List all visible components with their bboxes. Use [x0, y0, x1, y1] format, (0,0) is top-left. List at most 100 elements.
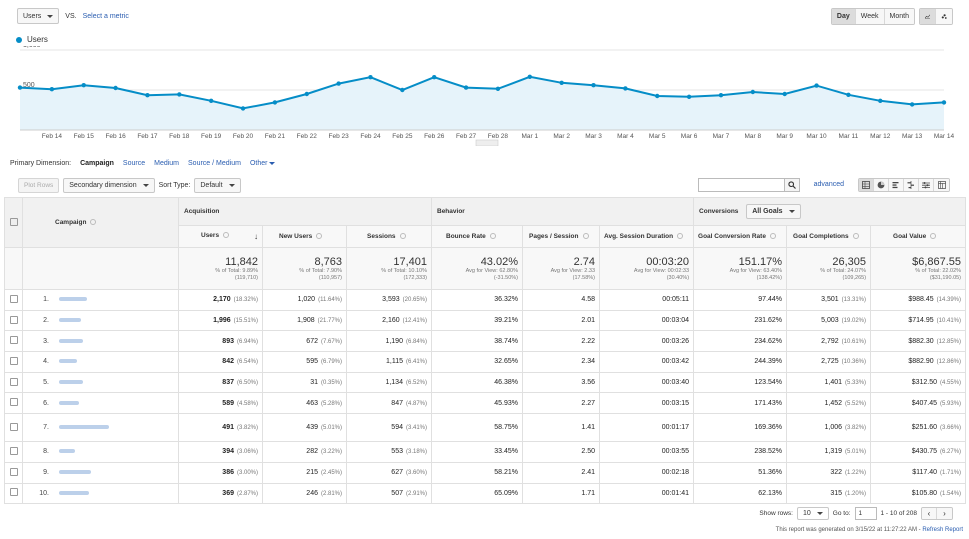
campaign-name-link[interactable]	[59, 359, 77, 364]
search-button[interactable]	[784, 178, 800, 192]
row-checkbox[interactable]	[9, 356, 18, 365]
goal-value-value: $882.90	[908, 358, 934, 366]
table-row[interactable]: 4. 842 (6.54%) 595 (6.79%) 1,115 (6.41%) 32.65%…	[4, 351, 967, 373]
campaign-column-header[interactable]: Campaign	[22, 197, 179, 248]
campaign-name-link[interactable]	[59, 449, 75, 454]
term-cloud-icon[interactable]	[919, 179, 934, 191]
advanced-link[interactable]: advanced	[813, 181, 844, 188]
goal-select[interactable]: All Goals	[746, 204, 801, 219]
help-icon[interactable]	[399, 233, 406, 240]
sessions-cell: 1,115 (6.41%)	[346, 351, 432, 373]
search-input[interactable]	[698, 178, 784, 192]
sessions-column-header[interactable]: Sessions	[346, 225, 432, 248]
goal-conversion-rate-column-header[interactable]: Goal Conversion Rate	[693, 225, 788, 248]
campaign-name-link[interactable]	[59, 380, 83, 385]
new-users-pct: (0.35%)	[320, 380, 342, 387]
row-checkbox[interactable]	[9, 467, 18, 476]
chevron-down-icon	[47, 14, 54, 18]
campaign-name-link[interactable]	[59, 490, 89, 495]
comparison-icon[interactable]	[904, 179, 919, 191]
dimension-source[interactable]: Source	[122, 160, 146, 167]
bar-chart-icon[interactable]	[889, 179, 904, 191]
secondary-dimension-select[interactable]: Secondary dimension	[63, 178, 155, 193]
help-icon[interactable]	[489, 233, 496, 240]
help-icon[interactable]	[930, 233, 937, 240]
row-checkbox[interactable]	[9, 422, 18, 431]
users-column-header[interactable]: Users ↓	[178, 225, 263, 248]
next-page-icon[interactable]: ›	[937, 508, 952, 519]
sessions-value: 3,593	[382, 296, 400, 304]
row-checkbox[interactable]	[9, 398, 18, 407]
help-icon[interactable]	[316, 233, 323, 240]
row-checkbox-cell	[4, 351, 23, 373]
row-index: 8.	[43, 448, 49, 456]
campaign-name-link[interactable]	[59, 470, 91, 475]
bounce-rate-cell: 36.32%	[431, 289, 523, 311]
pager: ‹ ›	[921, 507, 953, 520]
row-checkbox[interactable]	[9, 336, 18, 345]
new-users-value: 282	[306, 448, 318, 456]
help-icon[interactable]	[223, 232, 230, 239]
help-icon[interactable]	[769, 233, 776, 240]
pie-chart-icon[interactable]	[874, 179, 889, 191]
table-row[interactable]: 8. 394 (3.06%) 282 (3.22%) 553 (3.18%) 33.45% 2.…	[4, 441, 967, 463]
day-button[interactable]: Day	[831, 9, 856, 24]
sort-type-select[interactable]: Default	[194, 178, 241, 193]
row-checkbox[interactable]	[9, 294, 18, 303]
campaign-name-link[interactable]	[59, 318, 81, 323]
goal-completions-column-header[interactable]: Goal Completions	[786, 225, 872, 248]
row-checkbox[interactable]	[9, 315, 18, 324]
table-row[interactable]: 9. 386 (3.00%) 215 (2.45%) 627 (3.60%) 58.21% 2.…	[4, 461, 967, 484]
dimension-campaign[interactable]: Campaign	[80, 160, 114, 167]
x-tick-label: Feb 15	[74, 133, 95, 140]
refresh-report-link[interactable]: Refresh Report	[922, 527, 963, 533]
goal-value-column-header[interactable]: Goal Value	[870, 225, 967, 248]
campaign-name-link[interactable]	[59, 400, 79, 405]
goto-input[interactable]: 1	[854, 507, 877, 520]
previous-page-icon[interactable]: ‹	[922, 508, 937, 519]
row-checkbox[interactable]	[9, 446, 18, 455]
x-tick-label: Mar 7	[713, 133, 730, 140]
help-icon[interactable]	[677, 233, 684, 240]
row-checkbox[interactable]	[9, 488, 18, 497]
week-button[interactable]: Week	[855, 9, 885, 24]
total-pages-session-sub1: Avg for View: 2.33	[550, 267, 595, 274]
line-chart-icon[interactable]	[920, 9, 936, 24]
help-icon[interactable]	[582, 233, 589, 240]
select-all-checkbox[interactable]	[9, 217, 18, 226]
table-row[interactable]: 10. 369 (2.87%) 246 (2.81%) 507 (2.91%) 65.09% 1…	[4, 482, 967, 505]
dimension-medium[interactable]: Medium	[154, 160, 180, 167]
row-checkbox[interactable]	[9, 377, 18, 386]
bounce-rate-column-header[interactable]: Bounce Rate	[431, 225, 523, 248]
table-row[interactable]: 3. 893 (6.94%) 672 (7.67%) 1,190 (6.84%) 38.74%…	[4, 330, 967, 353]
metric-select-value: Users	[23, 12, 42, 20]
table-row[interactable]: 7. 491 (3.82%) 439 (5.01%) 594 (3.41%) 58.75% 1.…	[4, 413, 967, 443]
scatter-chart-icon[interactable]	[936, 9, 952, 24]
table-view-icon[interactable]	[859, 179, 874, 191]
campaign-name-link[interactable]	[59, 425, 109, 430]
month-button[interactable]: Month	[884, 9, 914, 24]
new-users-cell: 595 (6.79%)	[262, 351, 347, 373]
campaign-name-link[interactable]	[59, 297, 87, 302]
x-tick-label: Feb 28	[488, 133, 509, 140]
help-icon[interactable]	[852, 233, 859, 240]
show-rows-select[interactable]: 10	[796, 507, 829, 520]
pivot-icon[interactable]	[934, 179, 949, 191]
table-row[interactable]: 5. 837 (6.50%) 31 (0.35%) 1,134 (6.52%) 46.38% 3…	[4, 371, 967, 394]
total-goal-completions: 26,305% of Total: 24.07% (109,265)	[786, 247, 872, 290]
metric-select[interactable]: Users	[17, 8, 60, 24]
table-row[interactable]: 6. 589 (4.58%) 463 (5.28%) 847 (4.87%) 45.93% 2.…	[4, 392, 967, 415]
behavior-group-header: Behavior	[430, 197, 695, 226]
goal-completions-pct: (10.36%)	[841, 359, 867, 366]
pages-session-column-header[interactable]: Pages / Session	[522, 225, 600, 248]
avg-session-duration-column-header[interactable]: Avg. Session Duration	[598, 225, 695, 248]
table-row[interactable]: 1. 2,170 (18.32%) 1,020 (11.64%) 3,593 (20.65%…	[4, 289, 967, 311]
help-icon[interactable]	[90, 219, 97, 226]
dimension-other[interactable]: Other	[250, 160, 276, 167]
select-metric-link[interactable]: Select a metric	[82, 12, 129, 20]
table-row[interactable]: 2. 1,996 (15.51%) 1,908 (21.77%) 2,160 (12.41%…	[4, 309, 967, 332]
plot-rows-button[interactable]: Plot Rows	[18, 178, 60, 193]
new-users-column-header[interactable]: New Users	[262, 225, 347, 248]
dimension-source-medium[interactable]: Source / Medium	[188, 160, 241, 167]
campaign-name-link[interactable]	[59, 338, 83, 343]
